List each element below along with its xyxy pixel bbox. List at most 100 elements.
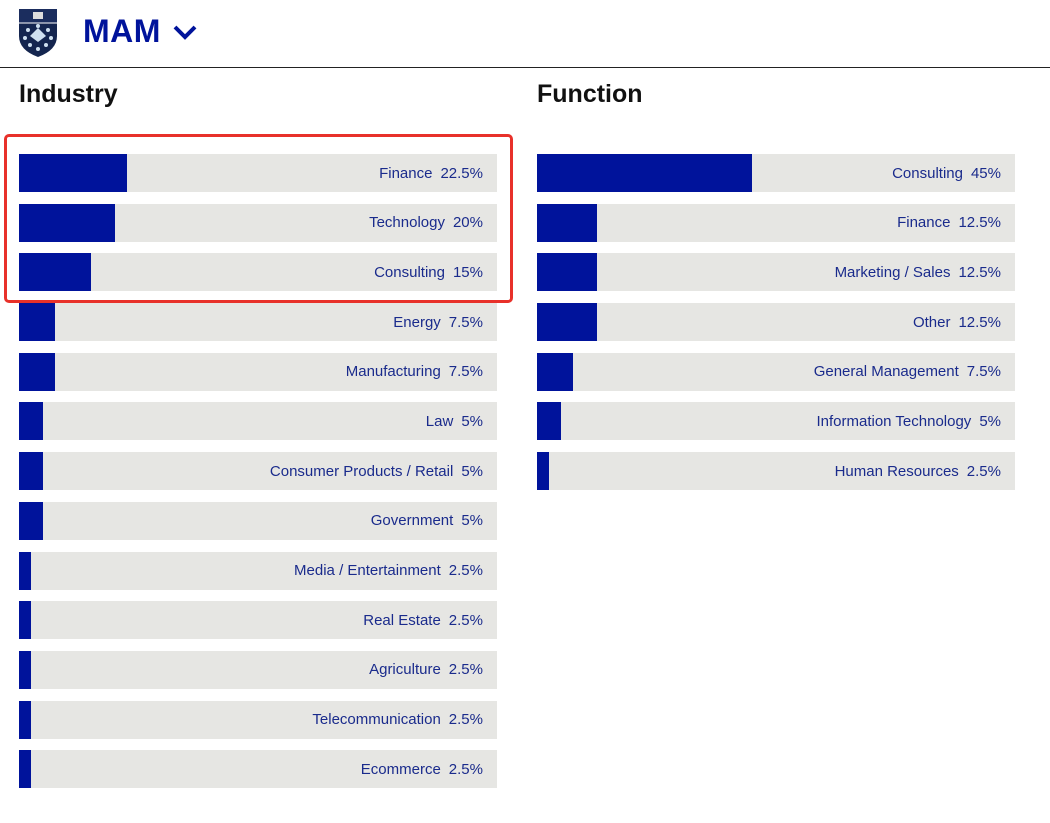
school-shield-logo[interactable] bbox=[18, 8, 58, 58]
function-section: Function Consulting 45% Finance 12.5% Market… bbox=[537, 80, 1017, 491]
bar-text: Human Resources 2.5% bbox=[835, 452, 1001, 490]
bar-label: Marketing / Sales bbox=[834, 263, 951, 281]
bar-text: Consumer Products / Retail 5% bbox=[270, 452, 483, 490]
bar-label: Finance bbox=[897, 214, 951, 232]
bar-value: 2.5% bbox=[448, 760, 483, 778]
bar-fill bbox=[19, 402, 43, 441]
bar-fill bbox=[19, 303, 55, 342]
bar-fill bbox=[537, 154, 753, 192]
bar-fill bbox=[537, 402, 561, 441]
bar-text: Telecommunication 2.5% bbox=[312, 701, 483, 739]
bar-text: Energy 7.5% bbox=[393, 303, 483, 341]
bar-text: General Management 7.5% bbox=[814, 353, 1001, 391]
bar-row: Media / Entertainment 2.5% bbox=[19, 551, 497, 590]
bar-label: Technology bbox=[369, 214, 445, 232]
bar-label: Manufacturing bbox=[345, 363, 441, 381]
bar-row: Human Resources 2.5% bbox=[537, 452, 1015, 491]
bar-value: 5% bbox=[461, 412, 483, 430]
bar-row: Manufacturing 7.5% bbox=[19, 352, 497, 391]
bar-value: 2.5% bbox=[966, 462, 1001, 480]
bar-row: General Management 7.5% bbox=[537, 352, 1015, 391]
bar-value: 2.5% bbox=[448, 661, 483, 679]
bar-value: 12.5% bbox=[958, 313, 1001, 331]
bar-label: Consumer Products / Retail bbox=[269, 462, 454, 480]
bar-row: Information Technology 5% bbox=[537, 402, 1015, 441]
bar-fill bbox=[19, 154, 127, 192]
bar-label: Finance bbox=[379, 164, 433, 182]
bar-value: 5% bbox=[979, 412, 1001, 430]
bar-row: Telecommunication 2.5% bbox=[19, 700, 497, 739]
bar-text: Information Technology 5% bbox=[816, 402, 1001, 440]
bar-row: Finance 22.5% bbox=[19, 154, 497, 192]
function-title: Function bbox=[537, 80, 643, 108]
bar-value: 7.5% bbox=[448, 313, 483, 331]
bar-value: 20% bbox=[452, 214, 483, 232]
bar-value: 7.5% bbox=[966, 363, 1001, 381]
bar-fill bbox=[537, 452, 549, 491]
bar-row: Other 12.5% bbox=[537, 303, 1015, 342]
industry-title: Industry bbox=[19, 80, 118, 108]
bar-row: Law 5% bbox=[19, 402, 497, 441]
bar-row: Consumer Products / Retail 5% bbox=[19, 452, 497, 491]
bar-text: Finance 12.5% bbox=[897, 204, 1001, 242]
bar-text: Technology 20% bbox=[369, 204, 483, 242]
brand-title: MAM bbox=[83, 13, 161, 49]
bar-label: Ecommerce bbox=[360, 760, 441, 778]
bar-value: 2.5% bbox=[448, 711, 483, 729]
industry-bar-list: Finance 22.5% Technology 20% Consulting 15% En… bbox=[19, 154, 497, 800]
bar-fill bbox=[19, 750, 31, 789]
bar-text: Consulting 15% bbox=[374, 253, 483, 291]
bar-row: Marketing / Sales 12.5% bbox=[537, 253, 1015, 292]
bar-value: 15% bbox=[452, 263, 483, 281]
bar-fill bbox=[19, 352, 55, 391]
bar-value: 12.5% bbox=[958, 214, 1001, 232]
bar-value: 45% bbox=[970, 164, 1001, 182]
bar-row: Real Estate 2.5% bbox=[19, 601, 497, 640]
bar-label: Information Technology bbox=[816, 412, 972, 430]
bar-label: Real Estate bbox=[363, 611, 441, 629]
bar-row: Energy 7.5% bbox=[19, 303, 497, 342]
bar-label: Government bbox=[370, 512, 454, 530]
bar-row: Consulting 45% bbox=[537, 154, 1015, 192]
bar-text: Media / Entertainment 2.5% bbox=[294, 552, 483, 590]
bar-fill bbox=[19, 203, 115, 242]
bar-label: Other bbox=[912, 313, 951, 331]
bar-text: Manufacturing 7.5% bbox=[346, 353, 483, 391]
bar-text: Law 5% bbox=[426, 402, 483, 440]
bar-text: Government 5% bbox=[371, 502, 483, 540]
industry-section: Industry Finance 22.5% Technology 20% Consul… bbox=[19, 80, 499, 789]
program-selector[interactable]: MAM bbox=[83, 13, 197, 50]
bar-value: 5% bbox=[461, 462, 483, 480]
bar-label: General Management bbox=[813, 363, 959, 381]
bar-fill bbox=[19, 253, 91, 292]
bar-value: 2.5% bbox=[448, 562, 483, 579]
bar-value: 7.5% bbox=[448, 363, 483, 381]
bar-row: Agriculture 2.5% bbox=[19, 650, 497, 689]
bar-value: 2.5% bbox=[448, 611, 483, 629]
bar-text: Agriculture 2.5% bbox=[369, 651, 483, 689]
chevron-down-icon bbox=[173, 25, 197, 40]
bar-fill bbox=[19, 551, 31, 590]
bar-label: Media / Entertainment bbox=[294, 562, 441, 579]
bar-value: 5% bbox=[461, 512, 483, 530]
bar-label: Consulting bbox=[374, 263, 445, 281]
bar-text: Ecommerce 2.5% bbox=[361, 750, 483, 788]
bar-row: Technology 20% bbox=[19, 203, 497, 242]
bar-label: Consulting bbox=[892, 164, 963, 182]
bar-value: 22.5% bbox=[440, 164, 483, 182]
bar-label: Energy bbox=[393, 313, 441, 331]
bar-fill bbox=[537, 253, 597, 292]
bar-value: 12.5% bbox=[958, 263, 1001, 281]
bar-label: Law bbox=[425, 412, 454, 430]
bar-row: Finance 12.5% bbox=[537, 203, 1015, 242]
bar-label: Agriculture bbox=[369, 661, 441, 679]
bar-fill bbox=[19, 501, 43, 540]
bar-fill bbox=[19, 601, 31, 640]
bar-text: Other 12.5% bbox=[913, 303, 1001, 341]
header: MAM bbox=[0, 0, 1050, 68]
bar-label: Human Resources bbox=[834, 462, 959, 480]
bar-fill bbox=[537, 303, 597, 342]
bar-fill bbox=[19, 650, 31, 689]
bar-row: Ecommerce 2.5% bbox=[19, 750, 497, 789]
bar-label: Telecommunication bbox=[312, 711, 441, 729]
